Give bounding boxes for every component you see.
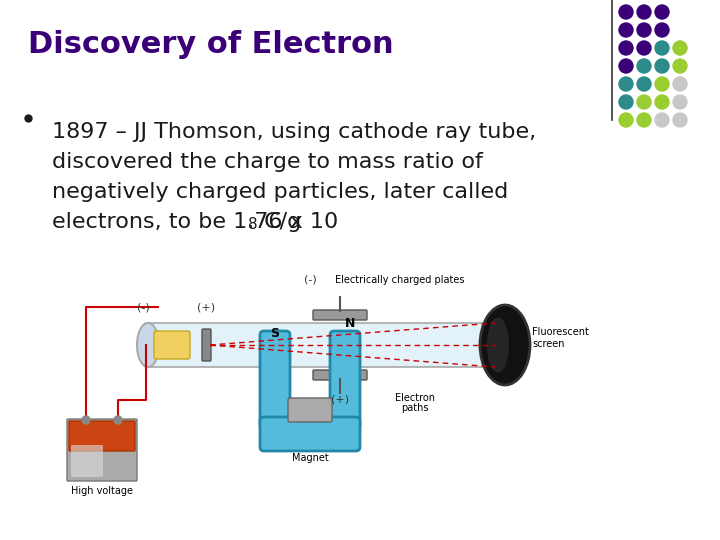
Circle shape	[655, 23, 669, 37]
Circle shape	[619, 95, 633, 109]
Circle shape	[619, 5, 633, 19]
FancyBboxPatch shape	[288, 398, 332, 422]
Text: negatively charged particles, later called: negatively charged particles, later call…	[52, 182, 508, 202]
FancyBboxPatch shape	[260, 417, 360, 451]
Circle shape	[637, 23, 651, 37]
Circle shape	[655, 41, 669, 55]
Circle shape	[637, 41, 651, 55]
Circle shape	[82, 416, 90, 424]
Text: discovered the charge to mass ratio of: discovered the charge to mass ratio of	[52, 152, 483, 172]
FancyBboxPatch shape	[67, 419, 137, 481]
Text: (+): (+)	[197, 303, 215, 313]
Circle shape	[114, 416, 122, 424]
FancyBboxPatch shape	[69, 421, 135, 451]
FancyBboxPatch shape	[144, 323, 494, 367]
Circle shape	[637, 59, 651, 73]
Circle shape	[619, 23, 633, 37]
Ellipse shape	[487, 318, 509, 373]
Circle shape	[637, 5, 651, 19]
Text: paths: paths	[401, 403, 428, 413]
Circle shape	[655, 59, 669, 73]
Circle shape	[619, 113, 633, 127]
Ellipse shape	[137, 323, 159, 367]
Circle shape	[655, 95, 669, 109]
FancyBboxPatch shape	[71, 445, 103, 477]
Circle shape	[673, 113, 687, 127]
Text: Electrically charged plates: Electrically charged plates	[335, 275, 464, 285]
Text: Magnet: Magnet	[292, 453, 328, 463]
Text: Discovery of Electron: Discovery of Electron	[28, 30, 394, 59]
Text: C/g: C/g	[257, 212, 302, 232]
Circle shape	[673, 41, 687, 55]
Text: (-): (-)	[304, 275, 316, 285]
Circle shape	[655, 113, 669, 127]
Circle shape	[673, 77, 687, 91]
Circle shape	[655, 5, 669, 19]
FancyBboxPatch shape	[154, 331, 190, 359]
Circle shape	[673, 95, 687, 109]
Circle shape	[637, 113, 651, 127]
FancyBboxPatch shape	[202, 329, 211, 361]
Text: 1897 – JJ Thomson, using cathode ray tube,: 1897 – JJ Thomson, using cathode ray tub…	[52, 122, 536, 142]
Text: (-): (-)	[137, 303, 149, 313]
Circle shape	[673, 59, 687, 73]
Circle shape	[637, 95, 651, 109]
Circle shape	[619, 59, 633, 73]
FancyBboxPatch shape	[260, 331, 290, 429]
Circle shape	[655, 77, 669, 91]
Text: (+): (+)	[331, 395, 349, 405]
Text: electrons, to be 1.76 x 10: electrons, to be 1.76 x 10	[52, 212, 338, 232]
Ellipse shape	[480, 305, 530, 385]
Text: 8: 8	[248, 217, 258, 232]
FancyBboxPatch shape	[330, 331, 360, 429]
Circle shape	[619, 77, 633, 91]
Text: screen: screen	[532, 339, 564, 349]
Text: N: N	[345, 317, 355, 330]
FancyBboxPatch shape	[313, 310, 367, 320]
Text: High voltage: High voltage	[71, 486, 133, 496]
FancyBboxPatch shape	[313, 370, 367, 380]
Text: Electron: Electron	[395, 393, 435, 403]
Circle shape	[637, 77, 651, 91]
Text: Fluorescent: Fluorescent	[532, 327, 589, 337]
Circle shape	[619, 41, 633, 55]
Text: S: S	[271, 327, 279, 340]
